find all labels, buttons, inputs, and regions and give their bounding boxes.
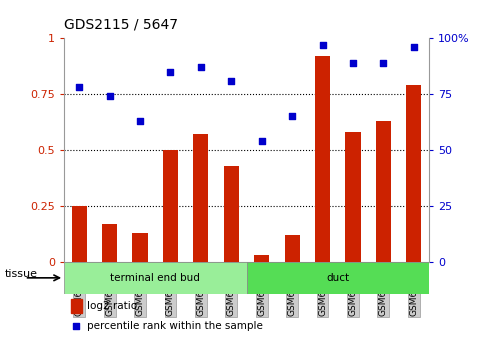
Bar	[133, 233, 148, 262]
Bar	[406, 85, 422, 262]
Point	[75, 85, 83, 90]
Point	[318, 42, 326, 47]
Bar	[315, 56, 330, 262]
Point	[197, 64, 205, 70]
Point	[380, 60, 387, 65]
Bar	[224, 166, 239, 262]
Text: GDS2115 / 5647: GDS2115 / 5647	[64, 17, 178, 31]
Bar	[71, 206, 87, 262]
Point	[72, 323, 80, 328]
Bar	[246, 262, 429, 294]
Bar	[102, 224, 117, 262]
Text: percentile rank within the sample: percentile rank within the sample	[87, 321, 263, 331]
Bar	[163, 150, 178, 262]
Text: terminal end bud: terminal end bud	[110, 273, 200, 283]
Text: duct: duct	[326, 273, 349, 283]
Point	[288, 114, 296, 119]
Bar	[193, 134, 209, 262]
Point	[227, 78, 235, 83]
Point	[258, 138, 266, 144]
Bar	[64, 262, 246, 294]
Text: log2 ratio: log2 ratio	[87, 301, 137, 311]
Bar	[71, 299, 82, 313]
Point	[410, 44, 418, 50]
Point	[106, 93, 113, 99]
Bar	[284, 235, 300, 262]
Point	[136, 118, 144, 124]
Bar	[254, 255, 269, 262]
Bar	[345, 132, 360, 262]
Text: tissue: tissue	[5, 269, 38, 279]
Point	[349, 60, 357, 65]
Bar	[376, 121, 391, 262]
Point	[167, 69, 175, 74]
